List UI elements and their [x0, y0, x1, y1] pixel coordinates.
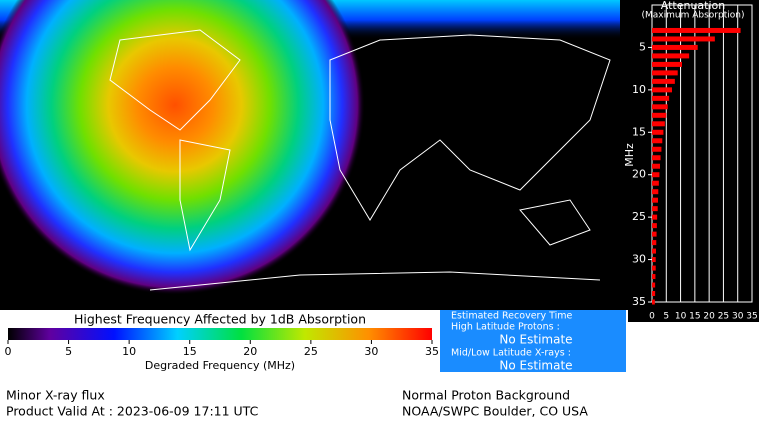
y-tick-label: 35	[632, 295, 646, 308]
colorbar	[8, 328, 432, 340]
x-tick-label: 10	[675, 312, 687, 322]
x-tick-label: 30	[732, 312, 744, 322]
bar	[652, 180, 659, 186]
bar	[652, 197, 658, 203]
bar	[652, 70, 678, 76]
recovery-label: High Latitude Protons :	[451, 322, 560, 333]
recovery-value: No Estimate	[499, 359, 572, 373]
bar	[652, 129, 664, 135]
y-axis-label: MHz	[623, 143, 636, 167]
plot-frame	[651, 4, 753, 303]
colorbar-tick-label: 15	[183, 345, 197, 358]
bar	[652, 27, 741, 33]
colorbar-tick-label: 5	[65, 345, 72, 358]
coastline	[329, 34, 611, 221]
y-tick-label: 25	[632, 210, 646, 223]
bar	[652, 240, 657, 246]
bar	[652, 214, 658, 220]
bar	[652, 95, 670, 101]
chart-subtitle: (Maximum Absorption)	[642, 11, 745, 21]
absorption-region	[0, 0, 365, 295]
absorption-map	[0, 0, 620, 295]
y-tick-label: 15	[632, 125, 646, 138]
bar	[652, 172, 660, 178]
recovery-value: No Estimate	[499, 333, 572, 347]
bar	[652, 121, 665, 127]
bar	[652, 104, 668, 110]
bar	[652, 78, 675, 84]
recovery-box	[440, 310, 626, 372]
bar	[652, 291, 656, 297]
colorbar-tick-label: 35	[425, 345, 439, 358]
colorbar-tick-label: 10	[122, 345, 136, 358]
x-tick-label: 5	[663, 312, 669, 322]
bar	[652, 189, 659, 195]
bar	[652, 274, 656, 280]
bar	[652, 138, 663, 144]
bar	[652, 146, 662, 152]
footer-text: Product Valid At : 2023-06-09 17:11 UTC	[6, 404, 259, 419]
bar	[652, 53, 690, 59]
bar	[652, 44, 698, 50]
y-tick-label: 30	[632, 253, 646, 266]
coastline	[519, 199, 591, 246]
colorbar-label: Degraded Frequency (MHz)	[145, 359, 295, 372]
colorbar-tick-label: 0	[5, 345, 12, 358]
x-tick-label: 35	[746, 312, 757, 322]
x-axis-label: dB	[685, 330, 701, 344]
bar	[652, 248, 656, 254]
y-tick-label: 5	[639, 40, 646, 53]
bar	[652, 299, 655, 305]
bar	[652, 231, 657, 237]
bar	[652, 36, 715, 42]
y-tick-label: 20	[632, 168, 646, 181]
bar	[652, 206, 658, 212]
bar	[652, 265, 656, 271]
y-tick-label: 10	[632, 83, 646, 96]
coastline	[179, 139, 231, 252]
bar	[652, 282, 656, 288]
footer-text: Minor X-ray flux	[6, 388, 105, 403]
colorbar-tick-label: 30	[364, 345, 378, 358]
x-tick-label: 25	[718, 312, 729, 322]
bar	[652, 61, 682, 67]
colorbar-tick-label: 20	[243, 345, 257, 358]
bar	[652, 223, 657, 229]
footer-text: NOAA/SWPC Boulder, CO USA	[402, 404, 588, 419]
bar	[652, 87, 672, 93]
bar	[652, 155, 661, 161]
bar	[652, 257, 656, 263]
x-tick-label: 0	[649, 312, 655, 322]
bar	[652, 112, 667, 118]
chart-panel	[628, 0, 759, 322]
recovery-title: Estimated Recovery Time	[451, 311, 572, 322]
footer-text: Normal Proton Background	[402, 388, 570, 403]
colorbar-title: Highest Frequency Affected by 1dB Absorp…	[74, 312, 366, 327]
recovery-label: Mid/Low Latitude X-rays :	[451, 348, 571, 359]
x-tick-label: 15	[689, 312, 700, 322]
coastline	[109, 29, 241, 131]
x-tick-label: 20	[703, 312, 715, 322]
bar	[652, 163, 660, 169]
colorbar-tick-label: 25	[304, 345, 318, 358]
coastline	[149, 271, 601, 291]
